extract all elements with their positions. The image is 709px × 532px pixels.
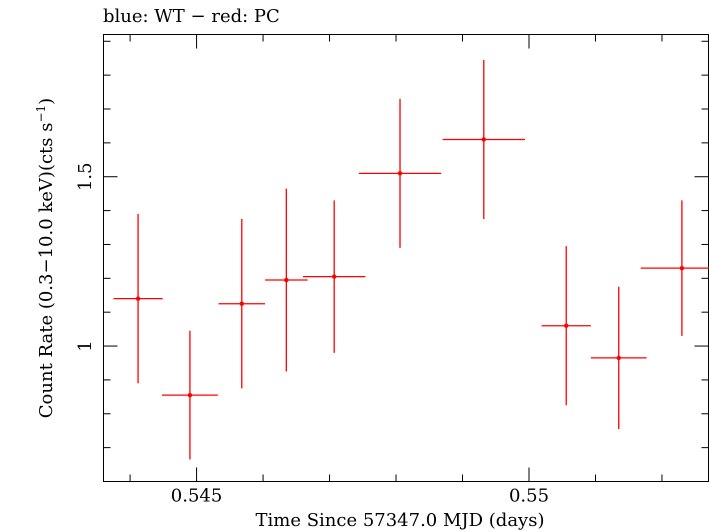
data-point [590,286,647,430]
data-point [265,188,308,372]
y-axis-label-superscript: −1 [34,105,48,123]
y-tick-label: 1.5 [75,162,96,191]
point-marker [331,274,337,279]
point-marker [397,171,403,176]
axis-ticks [103,34,709,482]
point-marker [679,265,685,271]
point-marker [239,301,244,306]
point-marker [481,137,486,142]
data-point [113,213,163,384]
y-tick-labels: 11.5 [75,162,96,351]
point-marker [284,277,289,283]
x-tick-labels: 0.545 0.55 [171,486,549,507]
x-axis-label: Time Since 57347.0 MJD (days) [255,510,544,531]
data-point [541,246,591,406]
data-points [113,59,709,460]
data-point [218,219,266,389]
plot-frame [103,34,709,482]
x-tick-label: 0.545 [171,486,223,507]
point-marker [616,355,621,361]
y-axis-label: Count Rate (0.3−10.0 keV)(cts s−1) [34,98,57,418]
point-marker [187,392,193,398]
y-axis-label-main: Count Rate (0.3−10.0 keV)(cts s [36,123,57,419]
point-marker [135,296,141,301]
data-point [358,98,442,248]
data-point [162,330,218,460]
data-point [302,200,366,353]
data-point [442,59,526,220]
chart-title: blue: WT − red: PC [103,6,280,27]
y-axis-label-close: ) [36,98,57,105]
x-tick-label: 0.55 [509,486,549,507]
y-tick-label: 1 [75,340,96,351]
point-marker [564,323,569,328]
data-point [640,200,709,336]
